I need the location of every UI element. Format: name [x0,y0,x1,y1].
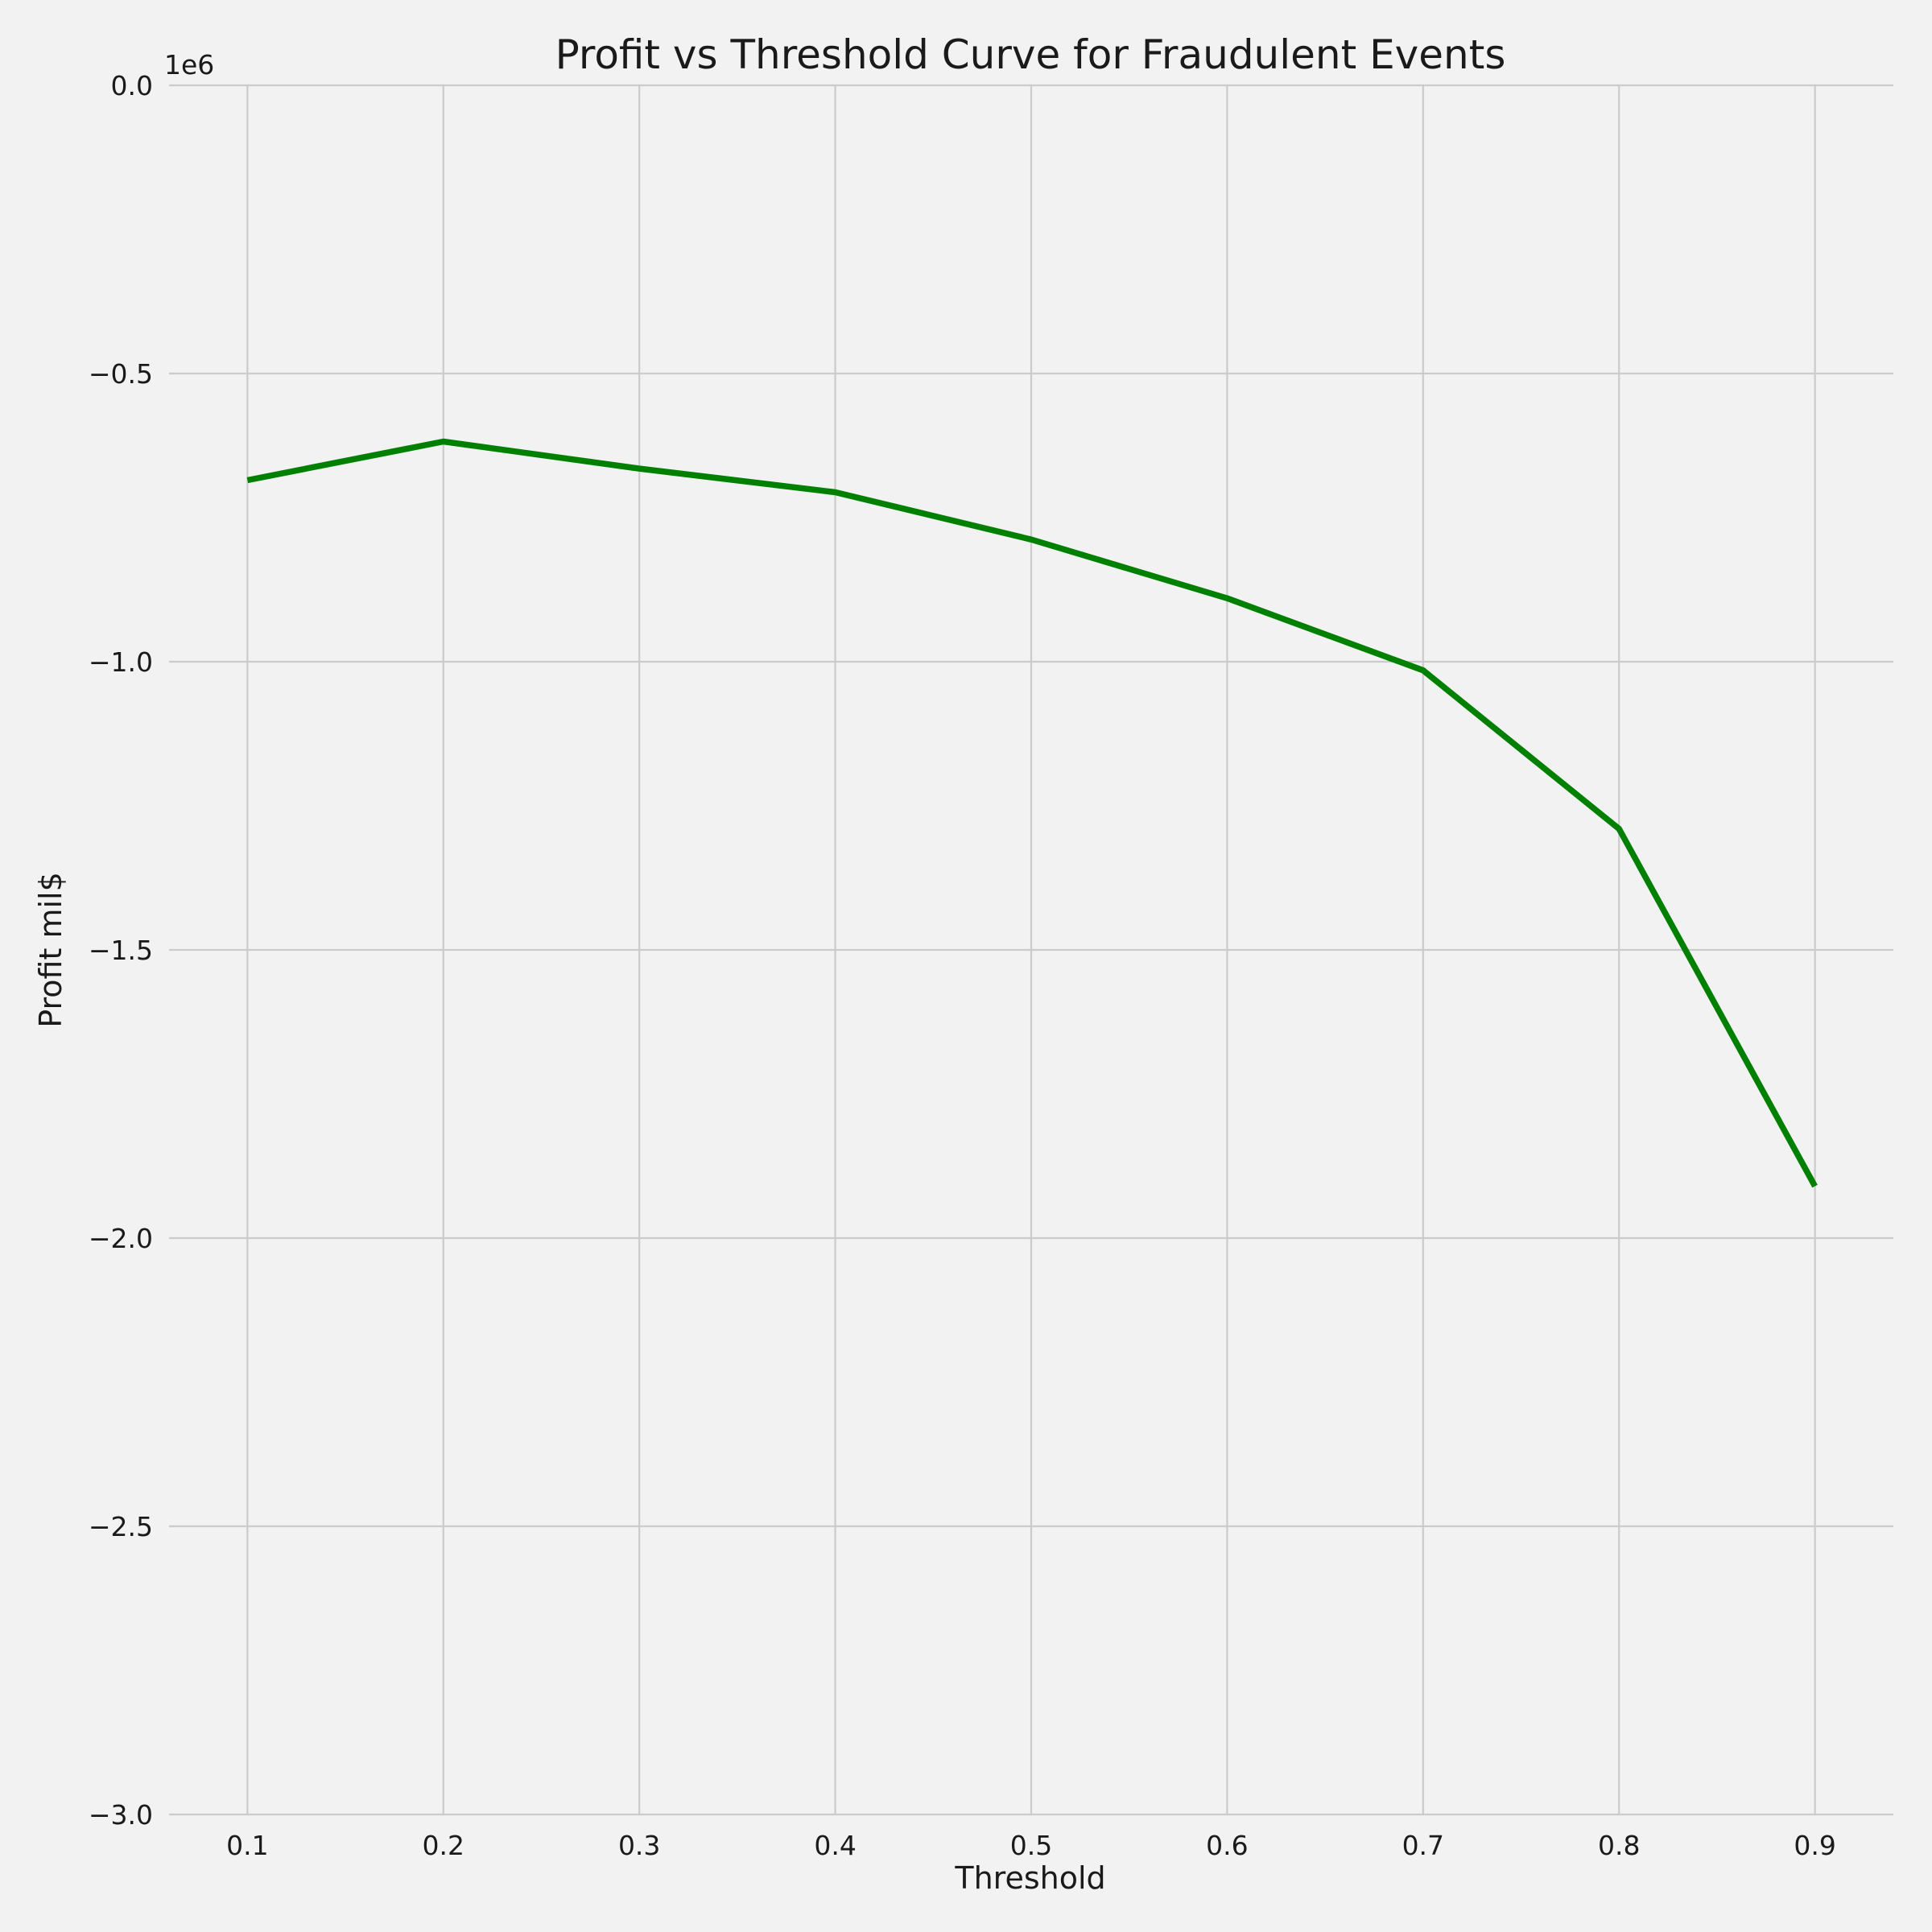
series-layer [246,438,1818,1188]
y-tick-label: −1.0 [89,646,153,678]
y-tick-label: −1.5 [89,935,153,966]
x-tick-labels: 0.1 0.2 0.3 0.4 0.5 0.6 0.7 0.8 0.9 [226,1830,1836,1861]
x-tick-label: 0.1 [226,1830,268,1861]
y-tick-labels: 0.0 −0.5 −1.0 −1.5 −2.0 −2.5 −3.0 [89,70,153,1831]
x-tick-label: 0.7 [1402,1830,1444,1861]
y-tick-label: −2.5 [89,1511,153,1542]
y-axis-offset-label: 1e6 [164,49,214,80]
chart-title: Profit vs Threshold Curve for Fraudulent… [555,31,1506,78]
y-tick-label: −3.0 [89,1799,153,1831]
x-tick-label: 0.3 [618,1830,660,1861]
y-tick-label: 0.0 [111,70,153,101]
x-tick-label: 0.9 [1794,1830,1835,1861]
x-tick-label: 0.6 [1206,1830,1248,1861]
y-tick-label: −2.0 [89,1223,153,1254]
x-tick-label: 0.4 [814,1830,856,1861]
x-tick-label: 0.8 [1598,1830,1640,1861]
x-tick-label: 0.2 [423,1830,464,1861]
x-axis-label: Threshold [954,1860,1105,1896]
x-tick-label: 0.5 [1010,1830,1052,1861]
profit-series-line [246,438,1818,1188]
y-tick-label: −0.5 [89,358,153,390]
grid-lines [169,84,1893,1816]
y-axis-label: Profit mil$ [33,872,68,1028]
